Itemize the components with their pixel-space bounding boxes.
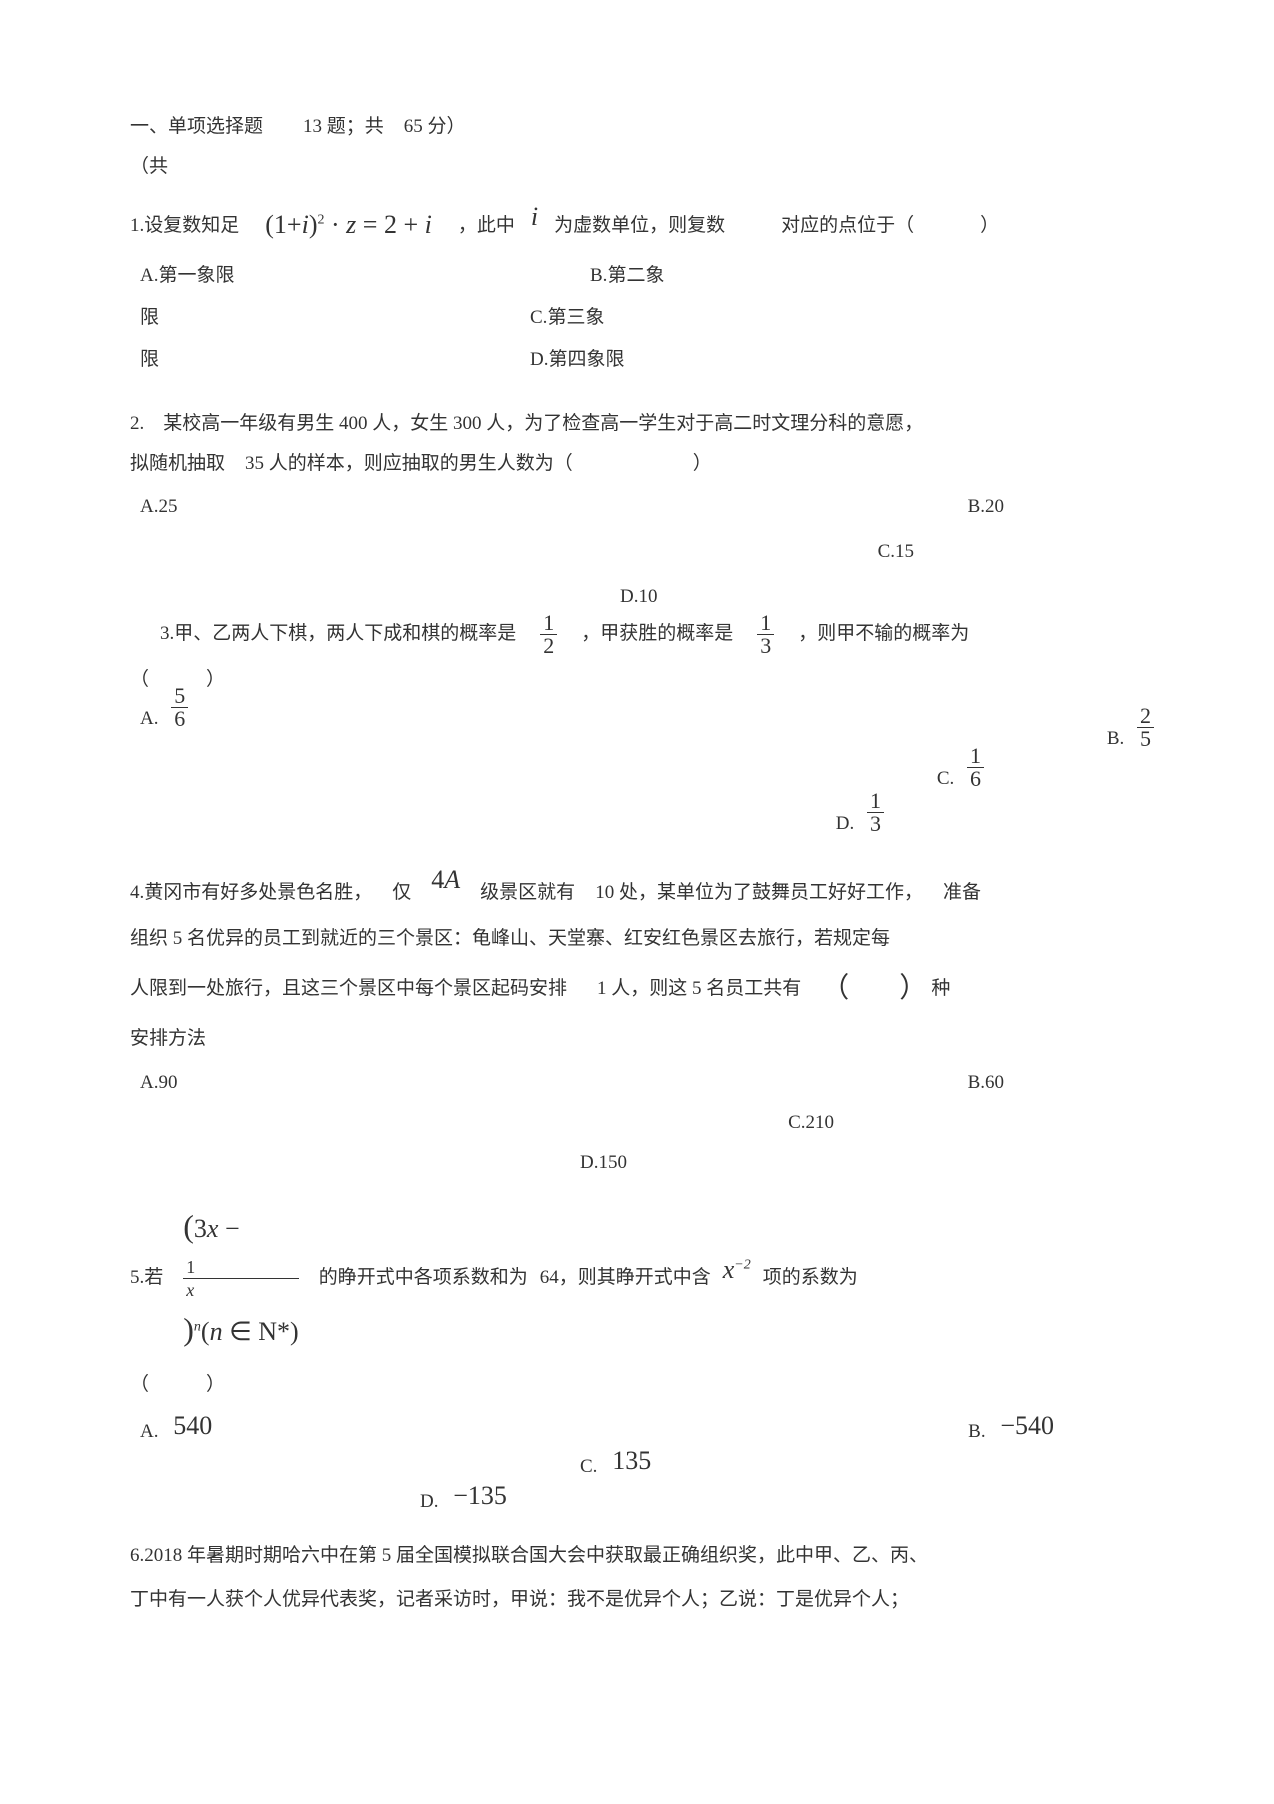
- q3-paren: （ ）: [130, 663, 1154, 697]
- q5-var: x−2: [723, 1247, 751, 1294]
- question-1: 1.设复数知足 (1+i)2 · z = 2 + i ，此中 i 为虚数单位，则…: [130, 202, 1154, 389]
- q5-opt-d: D. −135: [420, 1479, 507, 1526]
- section-subtext: （共: [130, 150, 1154, 184]
- q1-opt-a: A.第一象限: [140, 259, 235, 293]
- q2-opt-a: A.25: [140, 490, 177, 524]
- q4-l1f: 准备: [943, 876, 981, 910]
- section-header: 一、单项选择题 13 题；共 65 分）: [130, 110, 466, 144]
- q5-l1b: 的睁开式中各项系数和为: [319, 1261, 528, 1295]
- q2-line2c: ）: [693, 447, 712, 481]
- q1-prefix: 1.设复数知足: [130, 209, 239, 243]
- document-content: 一、单项选择题 13 题；共 65 分） （共 1.设复数知足 (1+i)2 ·…: [130, 110, 1154, 1617]
- q3-opt-c: C. 1 6: [937, 757, 984, 802]
- q4-line4: 安排方法: [130, 1022, 1154, 1056]
- q2-opt-c: C.15: [878, 535, 914, 569]
- q5-l1c: 64，则其睁开式中含: [540, 1261, 711, 1295]
- q3-opt-d: D. 1 3: [836, 802, 884, 847]
- q4-l1a: 4.黄冈市有好多处景色名胜，: [130, 876, 372, 910]
- q5-paren: （ ）: [130, 1368, 1154, 1402]
- q1-endparen: ）: [980, 209, 999, 243]
- q2-line2a: 拟随机抽取: [130, 447, 225, 481]
- q4-paren-close: ）: [899, 964, 927, 1014]
- q5-l1d: 项的系数为: [763, 1261, 858, 1295]
- q1-opt-b2: 限: [140, 301, 159, 335]
- q4-opt-a: A.90: [140, 1066, 177, 1100]
- q5-opt-b: B. −540: [968, 1409, 1054, 1456]
- q4-opt-b: B.60: [968, 1066, 1004, 1100]
- q2-opt-b: B.20: [968, 490, 1004, 524]
- q4-l1c: 4A: [431, 857, 460, 904]
- question-2: 2. 某校高一年级有男生 400 人，女生 300 人，为了检查高一学生对于高二…: [130, 407, 1154, 619]
- q4-l3b: 1 人，则这 5 名员工共有: [597, 972, 801, 1006]
- q5-l1a: 5.若: [130, 1261, 163, 1295]
- q1-opt-d: D.第四象限: [530, 343, 625, 377]
- q4-l1b: 仅: [392, 876, 411, 910]
- q1-opt-c2: 限: [140, 343, 159, 377]
- q4-opt-c: C.210: [788, 1106, 834, 1140]
- section-count: 13 题；共: [303, 110, 384, 144]
- q1-mid1: ，此中: [458, 209, 515, 243]
- q5-opt-c: C. 135: [580, 1444, 651, 1491]
- q1-formula: (1+i)2 · z = 2 + i: [265, 202, 432, 249]
- q4-l1e: 10 处，某单位为了鼓舞员工好好工作，: [595, 876, 923, 910]
- q3-text2: ，甲获胜的概率是: [581, 617, 733, 651]
- q4-l3c: 种: [931, 972, 950, 1006]
- question-5: 5.若 (3x − 1x)n(n ∈ N*) 的睁开式中各项系数和为 64，则其…: [130, 1198, 1154, 1518]
- q5-formula: (3x − 1x)n(n ∈ N*): [183, 1198, 298, 1358]
- q1-mid2: 为虚数单位，则复数: [554, 209, 725, 243]
- q4-paren-open: （: [821, 964, 849, 1014]
- q3-text3: ，则甲不输的概率为: [798, 617, 969, 651]
- q6-line2: 丁中有一人获个人优异代表奖，记者采访时，甲说：我不是优异个人；乙说：丁是优异个人…: [130, 1583, 1154, 1617]
- question-6: 6.2018 年暑期时期哈六中在第 5 届全国模拟联合国大会中获取最正确组织奖，…: [130, 1539, 1154, 1617]
- q1-opt-c: C.第三象: [530, 301, 604, 335]
- q6-line1: 6.2018 年暑期时期哈六中在第 5 届全国模拟联合国大会中获取最正确组织奖，…: [130, 1539, 1154, 1573]
- section-title: 一、单项选择题: [130, 110, 263, 144]
- q4-line2: 组织 5 名优异的员工到就近的三个景区：龟峰山、天堂寨、红安红色景区去旅行，若规…: [130, 922, 1154, 956]
- q1-opt-b: B.第二象: [590, 259, 664, 293]
- q5-opt-a: A. 540: [140, 1409, 212, 1456]
- section-marks: 65 分）: [404, 110, 466, 144]
- q3-text1: 3.甲、乙两人下棋，两人下成和棋的概率是: [160, 617, 516, 651]
- question-3: 3.甲、乙两人下棋，两人下成和棋的概率是 1 2 ，甲获胜的概率是 1 3 ，则…: [130, 612, 1154, 827]
- q4-l1d: 级景区就有: [480, 876, 575, 910]
- q3-opt-b: B. 2 5: [1107, 717, 1154, 762]
- q3-opt-a: A. 5 6: [140, 697, 188, 742]
- question-4: 4.黄冈市有好多处景色名胜， 仅 4A 级景区就有 10 处，某单位为了鼓舞员工…: [130, 867, 1154, 1207]
- q4-l3a: 人限到一处旅行，且这三个景区中每个景区起码安排: [130, 972, 567, 1006]
- q4-opt-d: D.150: [580, 1146, 627, 1180]
- q2-opt-d: D.10: [620, 580, 657, 614]
- q1-mid3: 对应的点位于（: [781, 209, 914, 243]
- q2-line2b: 35 人的样本，则应抽取的男生人数为（: [245, 447, 573, 481]
- q1-var: i: [531, 194, 538, 241]
- q2-line1: 2. 某校高一年级有男生 400 人，女生 300 人，为了检查高一学生对于高二…: [130, 407, 1154, 441]
